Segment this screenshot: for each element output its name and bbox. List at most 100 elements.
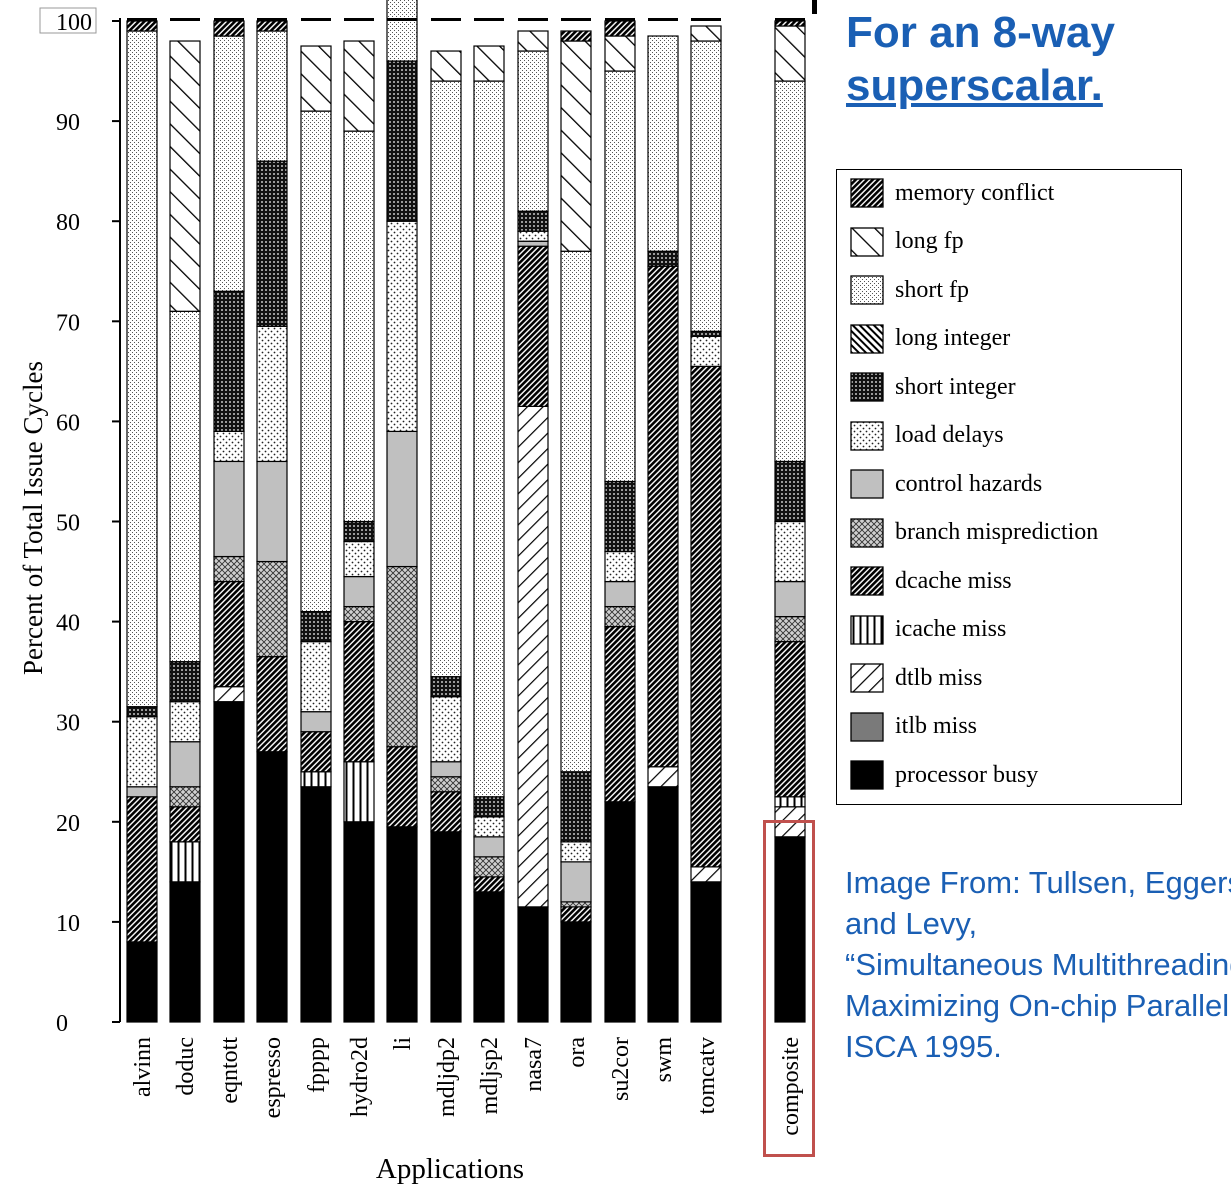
bar-segment	[473, 836, 505, 858]
y-tick-label: 50	[56, 511, 80, 537]
x-tick-label: composite	[778, 1037, 804, 1136]
bar-segment	[473, 891, 505, 1023]
bar-segment	[604, 70, 636, 483]
bar-segment	[300, 731, 332, 773]
bar-segment	[560, 40, 592, 252]
x-tick-label: espresso	[260, 1037, 286, 1118]
legend-swatch	[850, 372, 884, 402]
bar-cap	[561, 18, 591, 21]
y-tick-label: 40	[56, 611, 80, 637]
legend-item: processor busy	[850, 760, 1038, 790]
x-axis-label: Applications	[376, 1153, 524, 1185]
bar-segment	[169, 881, 201, 1023]
bar-segment	[213, 290, 245, 433]
bar-segment	[604, 626, 636, 803]
bar-segment	[343, 821, 375, 1023]
y-tick-label: 10	[56, 911, 80, 937]
bar-segment	[560, 901, 592, 908]
bar-segment	[213, 555, 245, 583]
legend-swatch	[850, 469, 884, 499]
legend-label: itlb miss	[895, 713, 978, 739]
bar-segment	[774, 25, 806, 82]
bar-segment	[647, 265, 679, 768]
bar-segment	[256, 560, 288, 658]
bar-segment	[169, 786, 201, 808]
x-tick-label: su2cor	[608, 1037, 634, 1101]
image-source-note: Image From: Tullsen, Eggers, and Levy, “…	[845, 862, 1231, 1067]
y-tick-mark	[112, 1021, 120, 1023]
bar-segment	[126, 716, 158, 788]
bar-segment	[774, 460, 806, 523]
bar-cap	[691, 18, 721, 21]
bar-cap	[648, 18, 678, 21]
legend-swatch	[850, 711, 884, 742]
bar-cap	[518, 18, 548, 21]
source-line-5: ISCA 1995.	[845, 1029, 1002, 1064]
legend: memory conflict long fp short fp long integ…	[836, 169, 1182, 805]
bar-segment	[213, 701, 245, 1023]
legend-label: icache miss	[895, 616, 1007, 642]
bar-segment	[690, 881, 722, 1023]
bar-segment	[300, 641, 332, 713]
bar-segment	[343, 620, 375, 763]
bar-segment	[430, 776, 462, 793]
legend-swatch	[850, 517, 884, 548]
legend-item: short fp	[850, 275, 969, 305]
bar-segment	[604, 550, 636, 583]
bar-segment	[213, 430, 245, 463]
bar-cap	[127, 18, 157, 21]
x-tick-label: doduc	[173, 1037, 199, 1096]
bar-segment	[774, 836, 806, 1023]
title-line-2: superscalar.	[846, 61, 1103, 110]
bar-segment	[256, 460, 288, 563]
bar-segment	[256, 325, 288, 463]
bar-segment	[560, 921, 592, 1023]
bar-cap	[605, 18, 635, 21]
legend-item: load delays	[850, 420, 1004, 451]
bar-segment	[213, 20, 245, 37]
legend-swatch	[850, 323, 884, 354]
bar-segment	[690, 330, 722, 337]
bar-segment	[169, 40, 201, 312]
bar-segment	[690, 25, 722, 42]
bar-segment	[430, 50, 462, 82]
legend-label: control hazards	[895, 470, 1043, 497]
bar-segment	[430, 831, 462, 1023]
legend-label: memory conflict	[895, 179, 1055, 206]
source-line-2: and Levy,	[845, 906, 978, 941]
bar-segment	[343, 40, 375, 132]
bar-cap	[775, 18, 805, 21]
y-tick-label: 70	[56, 310, 80, 336]
legend-label: branch misprediction	[895, 519, 1099, 545]
y-tick-label: 90	[56, 110, 80, 136]
legend-label: dcache miss	[895, 567, 1012, 594]
source-line-4: Maximizing On-chip Parallelism,	[845, 988, 1231, 1023]
bar-segment	[386, 746, 418, 828]
x-tick-label: mdljdp2	[434, 1037, 460, 1117]
bar-segment	[343, 605, 375, 623]
y-tick-mark	[112, 320, 120, 323]
y-tick-mark	[112, 120, 120, 123]
y-tick-mark	[112, 420, 120, 423]
legend-swatch	[850, 760, 884, 790]
legend-swatch	[850, 275, 884, 305]
bar-segment	[774, 796, 806, 808]
y-tick-label: 60	[56, 410, 80, 436]
bar-segment	[169, 741, 201, 788]
legend-item: short integer	[850, 372, 1016, 402]
y-tick-mark	[112, 220, 120, 223]
bar-segment	[256, 751, 288, 1023]
bar-cap	[214, 18, 244, 21]
bar-segment	[386, 430, 418, 568]
y-tick-mark	[112, 620, 120, 623]
legend-swatch	[850, 614, 884, 645]
legend-label: dtlb miss	[895, 664, 983, 691]
bar-segment	[774, 580, 806, 618]
bar-segment	[300, 110, 332, 613]
bar-segment	[604, 605, 636, 628]
bar-segment	[774, 520, 806, 583]
bar-segment	[169, 806, 201, 843]
bar-segment	[517, 240, 549, 247]
legend-label: load delays	[895, 422, 1004, 448]
bar-segment	[256, 656, 288, 753]
